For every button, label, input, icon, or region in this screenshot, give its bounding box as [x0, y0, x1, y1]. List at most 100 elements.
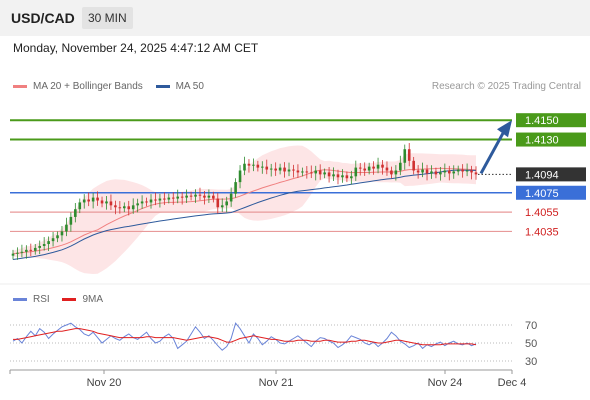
candle-body: [243, 163, 246, 171]
legend-9ma-label: 9MA: [82, 294, 104, 305]
candle-body: [56, 235, 59, 239]
datetime-label: Monday, November 24, 2025 4:47:12 AM CET: [13, 41, 259, 55]
candle-body: [447, 170, 451, 174]
legend-rsi-swatch: [13, 297, 27, 301]
legend-ma20: MA 20 + Bollinger Bands: [13, 81, 143, 92]
candle-body: [38, 245, 42, 248]
candle-body: [194, 194, 197, 197]
legend-ma20-swatch: [13, 84, 27, 88]
candle-body: [145, 201, 148, 203]
candle-body: [461, 169, 464, 172]
rsi-9ma-line: [13, 328, 477, 346]
level-label-1-4150: 1.4150: [525, 115, 559, 127]
candle-body: [283, 167, 286, 172]
candle-body: [65, 224, 68, 232]
candle-body: [176, 196, 180, 199]
candle-body: [412, 160, 415, 171]
candle-body: [11, 253, 15, 256]
candle-body: [363, 168, 367, 171]
projection-arrow-shaft: [479, 132, 505, 175]
candle-body: [323, 172, 326, 175]
candle-body: [238, 170, 242, 183]
candle-body: [296, 170, 300, 173]
timeframe-badge[interactable]: 30 MIN: [82, 7, 133, 29]
projection-arrow-head: [497, 120, 512, 138]
candle-body: [425, 169, 429, 174]
candle-body: [474, 172, 478, 175]
legend-rsi: RSI 9MA: [13, 294, 103, 305]
candle-body: [332, 174, 335, 177]
candle-body: [261, 166, 264, 168]
symbol-title: USD/CAD: [11, 10, 75, 26]
level-label-1-4130: 1.4130: [525, 135, 559, 147]
level-tag-1-4094: [516, 167, 586, 182]
candle-body: [309, 172, 313, 174]
candle-body: [345, 175, 349, 179]
rsi-tick-30: 30: [525, 356, 537, 368]
candle-body: [381, 164, 384, 168]
candle-body: [212, 195, 215, 199]
legend-ma50-label: MA 50: [175, 81, 204, 92]
candle-body: [234, 182, 237, 194]
candle-body: [318, 170, 322, 175]
candle-body: [247, 163, 251, 166]
candle-body: [189, 195, 193, 197]
candle-body: [305, 171, 309, 173]
candle-body: [314, 170, 318, 174]
candle-body: [399, 162, 402, 171]
candle-body: [122, 206, 126, 209]
legend-9ma-item: 9MA: [62, 294, 103, 305]
candle-body: [465, 170, 469, 172]
candle-body: [407, 149, 411, 161]
candle-body: [29, 249, 33, 251]
level-label-1-4035: 1.4035: [525, 226, 559, 238]
level-label-1-4055: 1.4055: [525, 207, 559, 219]
candle-body: [109, 201, 113, 206]
candle-body: [274, 168, 277, 171]
candle-body: [470, 170, 473, 173]
candle-body: [390, 170, 393, 175]
candle-body: [16, 252, 19, 254]
legend-9ma-swatch: [62, 297, 77, 301]
candle-body: [456, 169, 460, 172]
candle-body: [394, 170, 398, 175]
level-label-1-4075: 1.4075: [525, 188, 559, 200]
candle-body: [207, 195, 211, 198]
candle-body: [403, 149, 407, 163]
candle-body: [74, 209, 77, 217]
candle-body: [154, 199, 157, 201]
candle-body: [292, 169, 295, 171]
candle-body: [91, 197, 95, 202]
candle-body: [180, 196, 184, 198]
legend-ma50: MA 50: [155, 81, 204, 92]
candle-body: [42, 244, 46, 246]
level-label-1-4094: 1.4094: [525, 169, 559, 181]
candle-body: [443, 170, 447, 173]
candle-body: [385, 167, 389, 171]
candle-body: [171, 197, 175, 199]
candle-body: [336, 174, 340, 178]
candle-body: [452, 171, 456, 174]
candle-body: [278, 167, 282, 171]
candle-body: [105, 201, 108, 204]
candle-body: [60, 231, 64, 236]
candle-body: [78, 202, 82, 210]
candle-body: [287, 169, 291, 172]
rsi-line: [12, 322, 477, 351]
candle-body: [358, 167, 362, 169]
candle-body: [225, 201, 228, 206]
candle-body: [47, 241, 50, 245]
legend-ma50-swatch: [155, 84, 170, 88]
legend-rsi-label: RSI: [33, 294, 50, 305]
time-tick-label: Nov 24: [428, 377, 463, 389]
candle-body: [185, 195, 188, 198]
candle-body: [87, 199, 90, 202]
candle-body: [158, 198, 162, 201]
candle-body: [140, 201, 144, 204]
candle-body: [33, 247, 37, 251]
candle-body: [20, 251, 24, 253]
candle-body: [327, 172, 331, 177]
legend-ma20-label: MA 20 + Bollinger Bands: [33, 81, 143, 92]
candle-body: [354, 167, 358, 177]
